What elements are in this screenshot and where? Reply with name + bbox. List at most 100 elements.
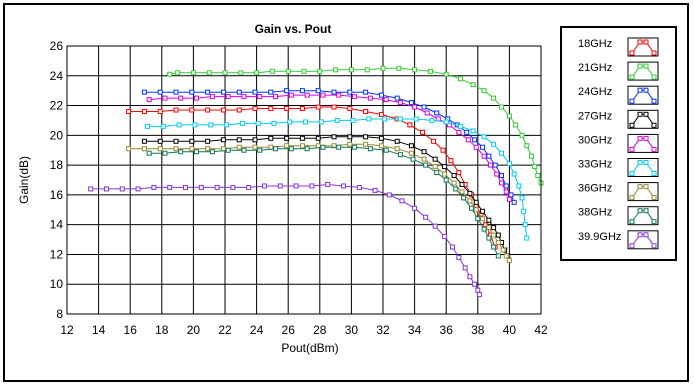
data-point bbox=[408, 150, 414, 156]
data-point bbox=[434, 110, 440, 116]
data-point bbox=[236, 137, 242, 143]
data-point bbox=[333, 67, 339, 73]
data-point bbox=[431, 138, 437, 144]
data-point bbox=[284, 106, 290, 112]
data-point bbox=[269, 68, 275, 74]
x-tick-label: 36 bbox=[440, 323, 454, 337]
data-point bbox=[246, 184, 252, 190]
data-point bbox=[511, 199, 517, 205]
legend-swatch-box bbox=[627, 109, 659, 129]
data-point bbox=[146, 97, 152, 103]
legend-swatch-line bbox=[631, 113, 655, 126]
data-point bbox=[470, 128, 476, 134]
data-point bbox=[287, 119, 293, 125]
data-point bbox=[481, 153, 487, 159]
data-point bbox=[145, 123, 151, 129]
data-point bbox=[347, 89, 353, 95]
data-point bbox=[467, 274, 473, 280]
x-tick-label: 18 bbox=[155, 323, 169, 337]
x-tick-label: 20 bbox=[187, 323, 201, 337]
data-point bbox=[468, 205, 474, 211]
data-point bbox=[503, 189, 509, 195]
data-point bbox=[453, 186, 459, 192]
data-point bbox=[189, 146, 195, 152]
data-point bbox=[239, 120, 245, 126]
legend-swatch-marker bbox=[643, 135, 649, 141]
legend-swatch-box bbox=[627, 206, 659, 226]
data-point bbox=[189, 107, 195, 113]
legend-item-18ghz: 18GHz bbox=[578, 37, 659, 57]
data-point bbox=[535, 173, 541, 179]
legend-swatch-line bbox=[631, 89, 655, 102]
data-point bbox=[420, 129, 425, 135]
data-point bbox=[456, 170, 462, 176]
data-point bbox=[341, 183, 346, 189]
data-point bbox=[451, 173, 457, 179]
legend-swatch-marker bbox=[643, 111, 649, 117]
x-tick-label: 30 bbox=[345, 323, 359, 337]
legend-swatch-line bbox=[631, 162, 655, 174]
data-point bbox=[241, 94, 247, 100]
data-point bbox=[173, 146, 179, 152]
series-36ghz bbox=[126, 141, 512, 263]
chart-title: Gain vs. Pout bbox=[255, 22, 332, 36]
data-point bbox=[378, 143, 384, 149]
data-point bbox=[352, 144, 358, 150]
data-point bbox=[336, 92, 342, 98]
data-point bbox=[397, 116, 403, 122]
y-tick-label: 26 bbox=[50, 39, 64, 53]
data-point bbox=[304, 146, 310, 152]
data-point bbox=[461, 195, 467, 201]
data-point bbox=[254, 70, 260, 76]
data-point bbox=[162, 95, 168, 101]
chart-frame bbox=[3, 3, 689, 382]
data-point bbox=[157, 138, 163, 144]
data-point bbox=[331, 143, 337, 149]
legend-swatch-line bbox=[631, 210, 655, 222]
data-point bbox=[459, 181, 465, 187]
data-point bbox=[104, 186, 109, 192]
y-axis-ticks: 8 10 12 14 16 18 20 22 24 26 bbox=[50, 39, 64, 321]
data-point bbox=[386, 192, 392, 198]
data-point bbox=[356, 184, 362, 190]
legend-swatch-marker bbox=[637, 63, 643, 69]
data-point bbox=[206, 70, 212, 76]
data-point bbox=[252, 137, 258, 143]
data-point bbox=[252, 144, 258, 150]
data-point bbox=[429, 117, 435, 123]
data-point bbox=[352, 94, 358, 100]
data-point bbox=[331, 134, 337, 140]
data-point bbox=[423, 162, 429, 168]
y-tick-label: 10 bbox=[50, 277, 64, 291]
data-point bbox=[407, 122, 413, 128]
legend-item-30ghz: 30GHz bbox=[578, 133, 659, 153]
data-point bbox=[486, 225, 492, 231]
data-point bbox=[194, 95, 200, 101]
legend-swatch-marker bbox=[643, 87, 649, 93]
data-point bbox=[273, 146, 279, 152]
data-point bbox=[320, 92, 326, 98]
y-tick-label: 24 bbox=[50, 69, 64, 83]
data-point bbox=[521, 208, 527, 214]
data-point bbox=[347, 141, 353, 147]
legend-swatch-box bbox=[627, 85, 659, 105]
data-point bbox=[299, 135, 305, 141]
legend-item-33ghz: 33GHz bbox=[578, 158, 659, 177]
data-point bbox=[119, 186, 125, 192]
data-point bbox=[141, 146, 147, 152]
data-point bbox=[456, 129, 462, 135]
data-point bbox=[205, 146, 211, 152]
data-point bbox=[495, 232, 501, 238]
series-30ghz bbox=[146, 92, 512, 202]
data-point bbox=[480, 208, 486, 214]
legend-item-36ghz: 36GHz bbox=[578, 182, 659, 202]
data-point bbox=[459, 189, 465, 195]
data-point bbox=[427, 68, 433, 74]
data-point bbox=[167, 184, 173, 190]
data-point bbox=[383, 147, 389, 153]
data-point bbox=[363, 141, 369, 147]
legend-label: 27GHz bbox=[578, 110, 612, 122]
data-point bbox=[397, 152, 403, 158]
data-point bbox=[367, 95, 373, 101]
series-line-39-9ghz bbox=[90, 183, 480, 295]
